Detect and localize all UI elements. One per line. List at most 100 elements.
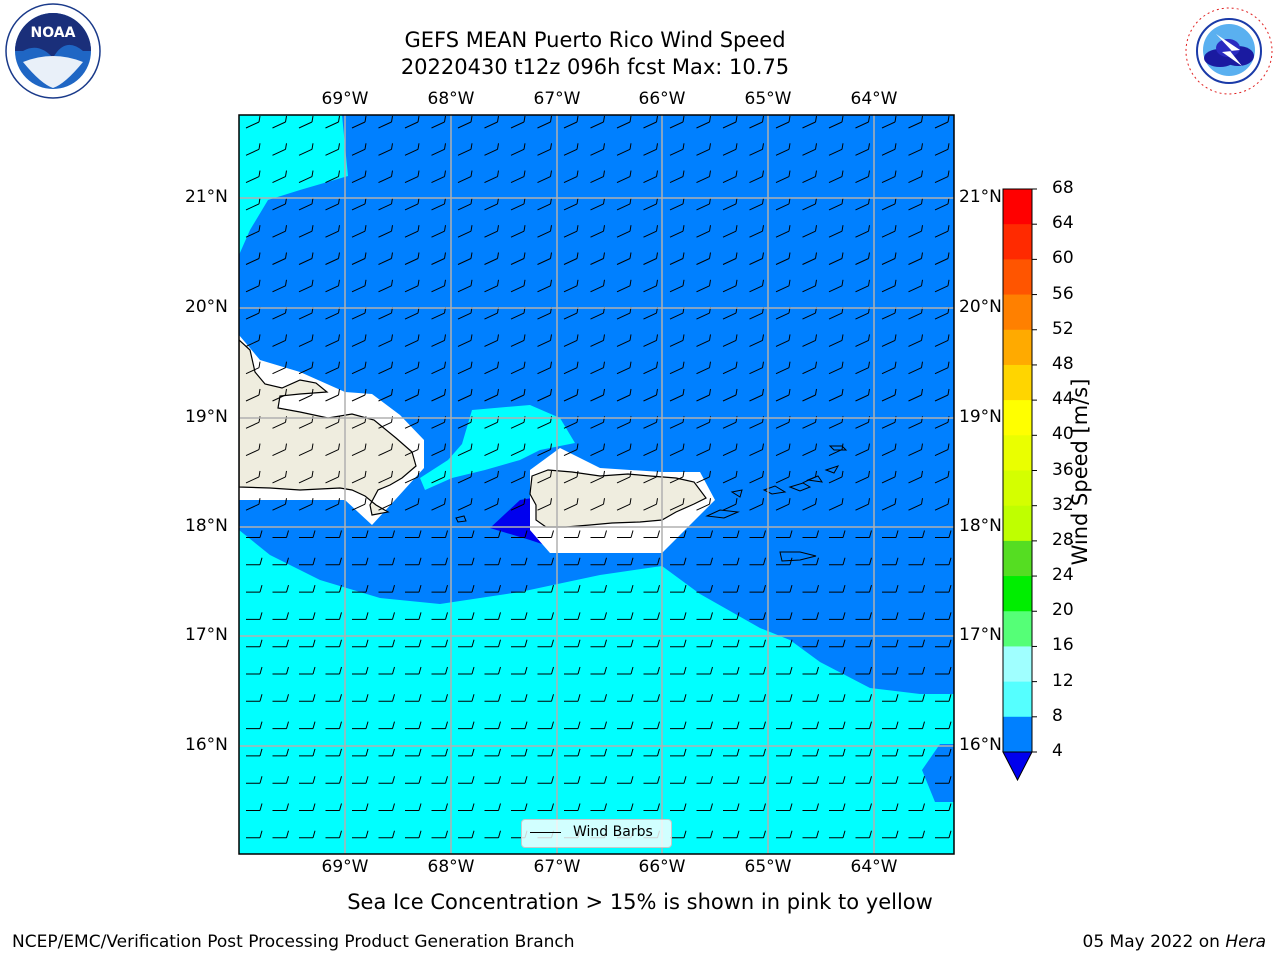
wind-barb [272, 279, 287, 293]
wind-barb [696, 143, 711, 156]
wind-barb [537, 530, 554, 538]
colorbar-band [1003, 364, 1032, 401]
wind-barb [722, 143, 738, 156]
wind-barb [881, 115, 897, 129]
lon-label-bottom-64w: 64°W [850, 857, 898, 877]
land-mona [455, 515, 467, 523]
wind-barb [272, 115, 287, 129]
wind-barb [828, 334, 844, 347]
colorbar-band [1003, 681, 1032, 718]
wind-barb [617, 666, 634, 675]
wind-barb [511, 612, 528, 620]
wind-barb [272, 530, 289, 538]
lat-label-right-20n: 20°N [959, 297, 1002, 317]
wind-barb [722, 498, 738, 511]
wind-barb [404, 225, 420, 238]
wind-barb [457, 115, 473, 129]
wind-barb [564, 721, 581, 730]
wind-barb [802, 584, 819, 593]
wind-barb [510, 443, 526, 457]
wind-barb [484, 721, 501, 730]
wind-barb [643, 334, 658, 347]
wind-barb [484, 584, 501, 593]
wind-barb [829, 803, 846, 811]
wind-barb [934, 498, 950, 511]
wind-barb [298, 279, 314, 293]
footer-date-text: 05 May 2022 on [1082, 932, 1226, 952]
wind-barb [828, 388, 844, 402]
wind-barb [351, 279, 367, 293]
wind-barb [563, 115, 579, 129]
wind-barb [272, 361, 287, 375]
wind-barb [855, 252, 870, 265]
colorbar-band [1003, 189, 1032, 225]
footer-branch: NCEP/EMC/Verification Post Processing Pr… [12, 932, 575, 952]
lon-label-top-69w: 69°W [321, 89, 369, 109]
wind-barb [881, 143, 897, 156]
lat-label-right-17n: 17°N [959, 625, 1002, 645]
wind-barb [245, 388, 261, 402]
wind-barb [881, 225, 897, 238]
wind-barb [537, 470, 552, 484]
wind-barb [564, 666, 581, 675]
wind-barb [325, 361, 340, 375]
wind-barb [458, 721, 475, 730]
wind-barb [643, 279, 658, 293]
wind-barb [272, 197, 287, 211]
land-anegada [824, 465, 840, 474]
wind-barb [564, 776, 581, 784]
wind-barb [537, 584, 554, 593]
wind-barb [457, 443, 473, 457]
wind-barb [458, 776, 475, 784]
wind-barb [669, 334, 685, 347]
wind-barb [643, 197, 658, 211]
wind-barb [749, 694, 766, 702]
wind-barb [537, 666, 554, 675]
wind-barb [855, 666, 872, 675]
lat-label-left-16n: 16°N [185, 735, 228, 755]
wind-barb [405, 776, 422, 784]
wind-barb [246, 803, 263, 811]
wind-barb [935, 776, 952, 784]
wind-barb [325, 530, 342, 538]
wind-barb [749, 334, 764, 347]
wind-barb [484, 170, 499, 184]
wind-barb [775, 443, 791, 457]
wind-barb [881, 197, 897, 211]
wind-barb [404, 143, 420, 156]
wind-barb [272, 721, 289, 730]
wind-barb [749, 361, 764, 375]
wind-barb [855, 694, 872, 702]
colorbar-band [1003, 576, 1032, 612]
wind-barb [643, 115, 658, 129]
wind-barb [246, 748, 263, 757]
wind-barb [537, 612, 554, 620]
wind-barb [696, 830, 713, 839]
wind-barb [537, 197, 552, 211]
wind-barb [272, 170, 287, 184]
wind-barb [245, 443, 261, 457]
lat-label-left-20n: 20°N [185, 297, 228, 317]
wind-barb [458, 803, 475, 811]
wind-barb [775, 143, 791, 156]
wind-barb [510, 334, 526, 347]
wind-barb [404, 498, 420, 511]
wind-barb [829, 830, 846, 839]
wind-barb [881, 361, 897, 375]
wind-barb [617, 530, 634, 538]
wind-barb [776, 666, 793, 675]
wind-barb [511, 666, 528, 675]
wind-barb [457, 143, 473, 156]
wind-barb [537, 557, 554, 566]
wind-barb [935, 612, 952, 620]
wind-barb [776, 776, 793, 784]
wind-barb [775, 334, 791, 347]
wind-barb [749, 639, 766, 648]
wind-barb [484, 666, 501, 675]
wind-barb [299, 830, 316, 839]
wind-barb [325, 803, 342, 811]
wind-barb [855, 776, 872, 784]
colorbar-band [1003, 400, 1032, 436]
wind-barb [802, 443, 817, 457]
wind-barb [537, 694, 554, 702]
